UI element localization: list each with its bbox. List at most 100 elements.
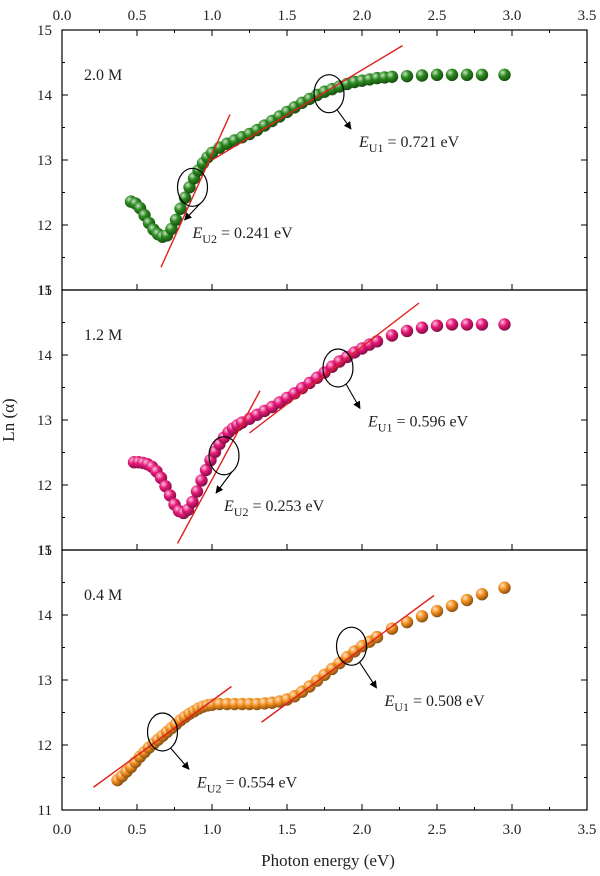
- data-point: [445, 68, 459, 82]
- top-tick-label: 1.5: [278, 8, 297, 24]
- panel-frame: [61, 29, 588, 291]
- bottom-tick-label: 0.0: [53, 822, 72, 838]
- data-point: [460, 593, 474, 607]
- annotation-ellipse: [146, 712, 179, 752]
- fit-line: [160, 114, 231, 268]
- y-tick-label: 15: [37, 283, 52, 299]
- y-tick-label: 13: [37, 153, 52, 169]
- annotation-symbol: E: [192, 225, 203, 242]
- y-axis-title: Ln (α): [0, 398, 18, 441]
- annotation-arrow: [183, 202, 201, 221]
- annotation-ellipse: [176, 167, 209, 207]
- y-tick-label: 11: [38, 283, 52, 299]
- data-point: [199, 463, 213, 477]
- data-point: [415, 69, 429, 82]
- data-point: [385, 70, 399, 84]
- annotation-value: = 0.241 eV: [217, 225, 293, 242]
- annotation-subscript: U2: [234, 505, 249, 519]
- data-point: [498, 581, 511, 594]
- fit-line: [261, 594, 435, 723]
- annotation-subscript: U1: [378, 421, 393, 435]
- data-point: [445, 599, 459, 613]
- annotation-ellipse: [335, 626, 368, 666]
- y-tick-label: 12: [37, 738, 52, 754]
- data-point: [475, 318, 489, 331]
- data-point: [195, 474, 208, 487]
- fit-line: [249, 302, 420, 434]
- panel-label: 2.0 M: [84, 67, 122, 84]
- data-point: [445, 318, 459, 331]
- y-tick-label: 14: [37, 608, 53, 624]
- annotation-subscript: U2: [202, 232, 217, 246]
- annotation-symbol: E: [367, 414, 378, 431]
- y-tick-label: 15: [37, 23, 52, 39]
- fit-line: [211, 44, 403, 161]
- y-tick-label: 13: [37, 673, 52, 689]
- annotation-subscript: U1: [369, 141, 384, 155]
- y-tick-label: 15: [37, 543, 52, 559]
- data-point: [186, 495, 199, 509]
- annotation-value: = 0.554 eV: [221, 774, 297, 791]
- bottom-axis: 0.0 0.5 1.0 1.5 2.0 2.5 3.0 3.5: [53, 804, 597, 838]
- data-point: [460, 68, 474, 82]
- y-tick-label: 13: [37, 413, 52, 429]
- data-point: [415, 321, 429, 334]
- top-tick-label: 2.0: [353, 8, 372, 24]
- data-point: [475, 68, 489, 82]
- annotation-label: EU1 = 0.596 eV: [367, 414, 469, 435]
- data-point: [475, 588, 489, 601]
- annotation-arrow: [359, 661, 377, 689]
- data-points: [111, 581, 511, 787]
- data-point: [190, 485, 204, 498]
- data-point: [460, 318, 474, 331]
- annotation-ellipse: [322, 348, 354, 388]
- annotation-subscript: U2: [207, 781, 222, 795]
- y-tick-label: 14: [37, 88, 53, 104]
- data-point: [415, 610, 429, 623]
- bottom-tick-label: 1.0: [203, 822, 222, 838]
- annotation-symbol: E: [223, 498, 234, 515]
- data-point: [169, 213, 183, 226]
- data-point: [400, 615, 414, 629]
- data-points: [124, 68, 511, 243]
- annotation-value: = 0.596 eV: [392, 414, 468, 431]
- data-point: [385, 329, 399, 342]
- annotation-symbol: E: [384, 693, 395, 710]
- fit-line: [93, 685, 232, 788]
- data-point: [430, 68, 444, 82]
- annotation-arrow: [215, 471, 233, 494]
- y-tick-label: 12: [37, 478, 52, 494]
- data-point: [385, 622, 399, 635]
- panel-label: 0.4 M: [84, 587, 122, 604]
- top-tick-label: 0.5: [128, 8, 147, 24]
- data-point: [370, 335, 384, 348]
- bottom-tick-label: 2.0: [353, 822, 372, 838]
- data-point: [174, 202, 187, 215]
- annotation-label: EU2 = 0.253 eV: [223, 498, 325, 519]
- data-point: [498, 68, 511, 82]
- annotation-symbol: E: [196, 774, 207, 791]
- annotation-value: = 0.721 eV: [383, 134, 459, 151]
- annotation-value: = 0.508 eV: [409, 693, 485, 710]
- bottom-tick-label: 3.0: [503, 822, 522, 838]
- annotation-symbol: E: [358, 134, 369, 151]
- annotation-ellipse: [208, 436, 240, 476]
- top-tick-label: 2.5: [428, 8, 447, 24]
- data-point: [400, 69, 414, 83]
- top-axis: 0.0 0.5 1.0 1.5 2.0 2.5 3.0 3.5: [53, 8, 596, 36]
- y-tick-label: 11: [38, 803, 52, 819]
- bottom-tick-label: 3.5: [578, 822, 597, 838]
- y-tick-label: 11: [38, 543, 52, 559]
- bottom-tick-label: 0.5: [128, 822, 147, 838]
- data-point: [498, 318, 511, 331]
- panel-label: 1.2 M: [84, 327, 122, 344]
- annotation-subscript: U1: [394, 700, 409, 714]
- annotation-label: EU1 = 0.721 eV: [358, 134, 460, 155]
- data-points: [127, 318, 511, 520]
- annotation-ellipse: [313, 74, 345, 114]
